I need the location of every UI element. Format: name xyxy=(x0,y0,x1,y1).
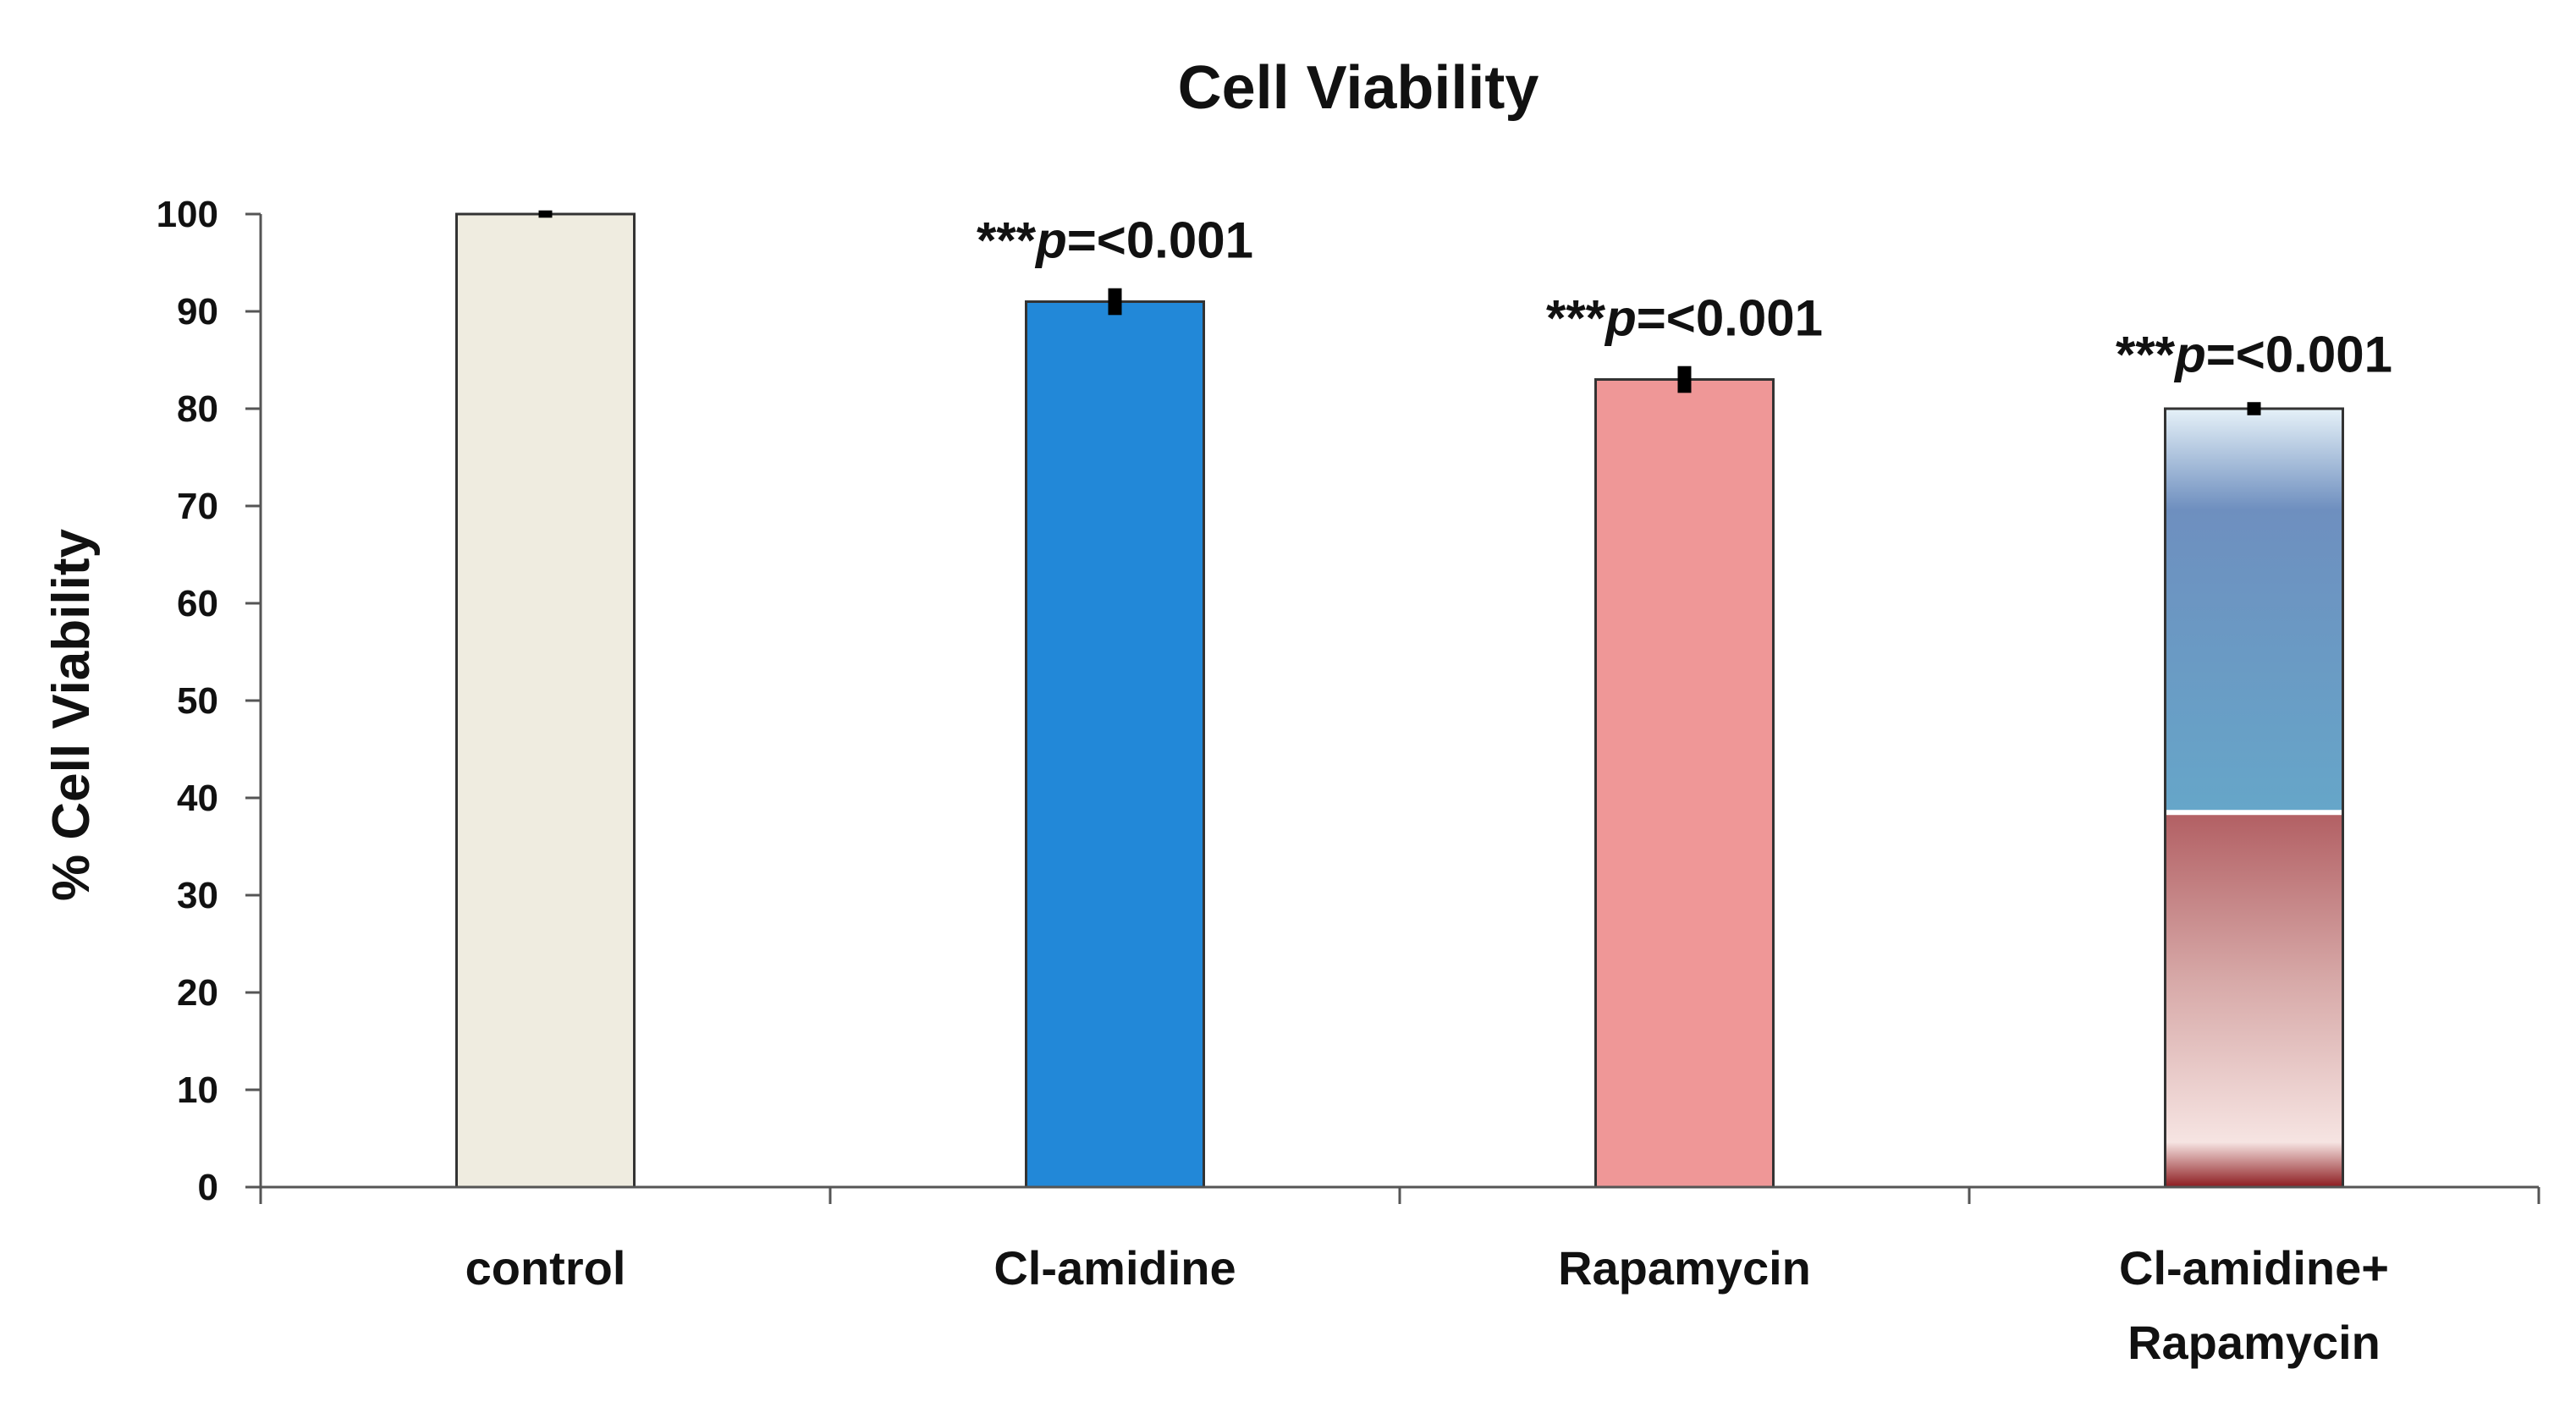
bar-combo-upper xyxy=(2165,409,2343,813)
x-axis-ticks xyxy=(259,1187,2540,1204)
y-tick-label: 70 xyxy=(177,486,218,527)
error-bar-cap xyxy=(1108,288,1122,316)
category-labels: control Cl-amidine Rapamycin Cl-amidine+ Rap… xyxy=(465,1241,2389,1369)
error-bar-cap xyxy=(2247,402,2261,415)
bar xyxy=(455,212,636,1189)
y-tick-label: 40 xyxy=(177,778,218,819)
y-tick-label: 10 xyxy=(177,1069,218,1111)
y-tick-label: 50 xyxy=(177,680,218,722)
category-label: Cl-amidine xyxy=(994,1241,1236,1295)
significance-label: ***p=<0.001 xyxy=(1546,290,1823,347)
y-tick-label: 60 xyxy=(177,583,218,624)
y-axis-label: % Cell Viability xyxy=(42,529,101,901)
y-tick-label: 20 xyxy=(177,972,218,1014)
error-bars xyxy=(538,210,2261,415)
bar xyxy=(1025,300,1205,1189)
y-tick-label: 90 xyxy=(177,291,218,333)
y-tick-label: 0 xyxy=(198,1167,218,1208)
y-tick-label: 100 xyxy=(157,194,218,235)
bar-series xyxy=(455,212,2344,1189)
y-axis-ticks: 0 10 20 30 40 50 60 70 80 90 100 xyxy=(157,194,261,1208)
significance-label: ***p=<0.001 xyxy=(977,212,1253,269)
category-label-line2: Rapamycin xyxy=(2127,1316,2381,1369)
error-bar-cap xyxy=(538,210,553,218)
y-tick-label: 30 xyxy=(177,875,218,916)
bar-combo-lower xyxy=(2165,812,2343,1187)
bar xyxy=(1594,378,1775,1189)
chart-title: Cell Viability xyxy=(1178,54,1539,122)
category-label: Cl-amidine+ xyxy=(2119,1241,2389,1295)
significance-annotations: ***p=<0.001 ***p=<0.001 ***p=<0.001 xyxy=(977,212,2392,383)
error-bar-cap xyxy=(1677,366,1692,393)
category-label: Rapamycin xyxy=(1558,1241,1811,1295)
category-label: control xyxy=(465,1241,626,1295)
significance-label: ***p=<0.001 xyxy=(2116,326,2392,382)
y-tick-label: 80 xyxy=(177,388,218,430)
